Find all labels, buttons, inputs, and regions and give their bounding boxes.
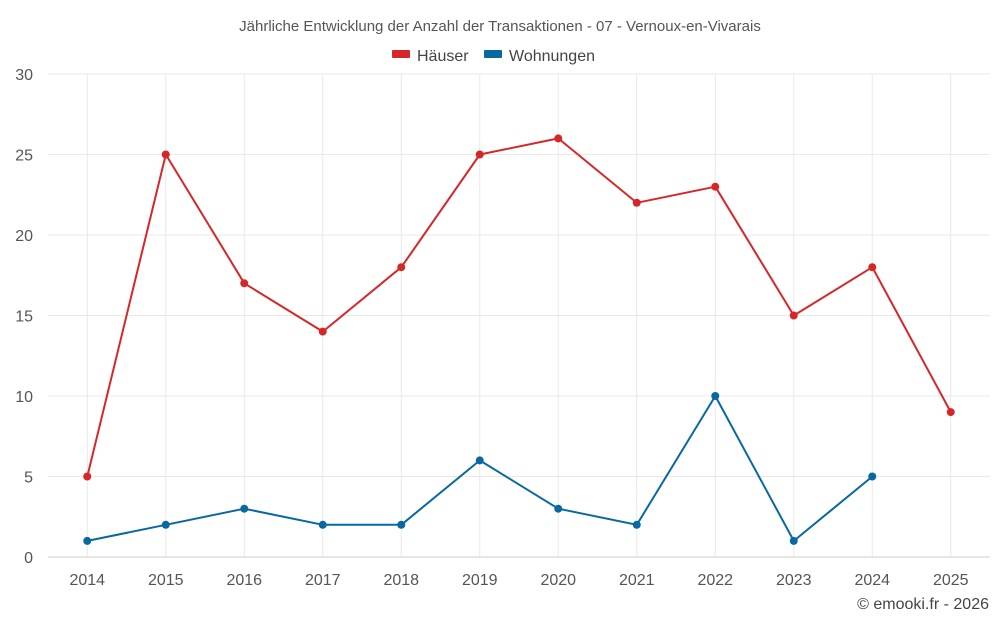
x-tick-label: 2019 [462, 572, 498, 589]
data-point[interactable] [554, 134, 563, 143]
y-tick-label: 15 [15, 309, 33, 326]
series-line [86, 137, 952, 477]
series-haeuser [83, 134, 955, 481]
x-tick-label: 2021 [619, 572, 655, 589]
data-point[interactable] [397, 263, 406, 272]
data-point[interactable] [632, 520, 641, 529]
data-point[interactable] [240, 279, 249, 288]
x-axis: 2014 2015 2016 2017 2018 2019 2020 2021 2022 2023… [48, 556, 990, 589]
data-point[interactable] [161, 150, 170, 159]
series-wohnungen [83, 392, 877, 545]
x-tick-label: 2022 [697, 572, 733, 589]
x-tick-label: 2024 [854, 572, 890, 589]
x-tick-label: 2014 [69, 572, 105, 589]
y-tick-label: 0 [24, 550, 33, 567]
data-point[interactable] [161, 520, 170, 529]
credit-text: © emooki.fr - 2026 [857, 596, 989, 613]
data-point[interactable] [554, 504, 563, 513]
x-tick-label: 2017 [305, 572, 341, 589]
y-tick-label: 30 [15, 67, 33, 84]
legend-label-haeuser: Häuser [417, 48, 469, 65]
x-tick-label: 2023 [776, 572, 812, 589]
data-point[interactable] [711, 182, 720, 191]
x-tick-label: 2018 [383, 572, 419, 589]
data-point[interactable] [318, 520, 327, 529]
x-tick-label: 2020 [540, 572, 576, 589]
y-tick-label: 5 [24, 470, 33, 487]
legend-item-wohnungen[interactable]: Wohnungen [484, 48, 595, 65]
y-axis: 0 5 10 15 20 25 30 [15, 67, 33, 567]
data-point[interactable] [240, 504, 249, 513]
legend: Häuser Wohnungen [392, 48, 595, 65]
chart-title: Jährliche Entwicklung der Anzahl der Tra… [239, 18, 761, 35]
legend-swatch-wohnungen [484, 50, 502, 58]
data-point[interactable] [632, 198, 641, 207]
x-tick-label: 2025 [933, 572, 969, 589]
x-tick-label: 2015 [148, 572, 184, 589]
data-point[interactable] [318, 327, 327, 336]
legend-item-haeuser[interactable]: Häuser [392, 48, 469, 65]
data-point[interactable] [397, 520, 406, 529]
y-tick-label: 10 [15, 389, 33, 406]
data-point[interactable] [868, 263, 877, 272]
data-point[interactable] [946, 408, 955, 417]
y-tick-label: 20 [15, 228, 33, 245]
data-point[interactable] [83, 536, 92, 545]
y-tick-label: 25 [15, 148, 33, 165]
legend-swatch-haeuser [392, 50, 410, 58]
legend-label-wohnungen: Wohnungen [509, 48, 595, 65]
data-point[interactable] [83, 472, 92, 481]
data-point[interactable] [711, 392, 720, 400]
data-point[interactable] [475, 456, 484, 465]
x-tick-label: 2016 [226, 572, 262, 589]
data-point[interactable] [789, 311, 798, 320]
series-layer [83, 134, 955, 545]
data-point[interactable] [475, 150, 484, 159]
data-point[interactable] [868, 472, 877, 481]
data-point[interactable] [789, 536, 798, 545]
